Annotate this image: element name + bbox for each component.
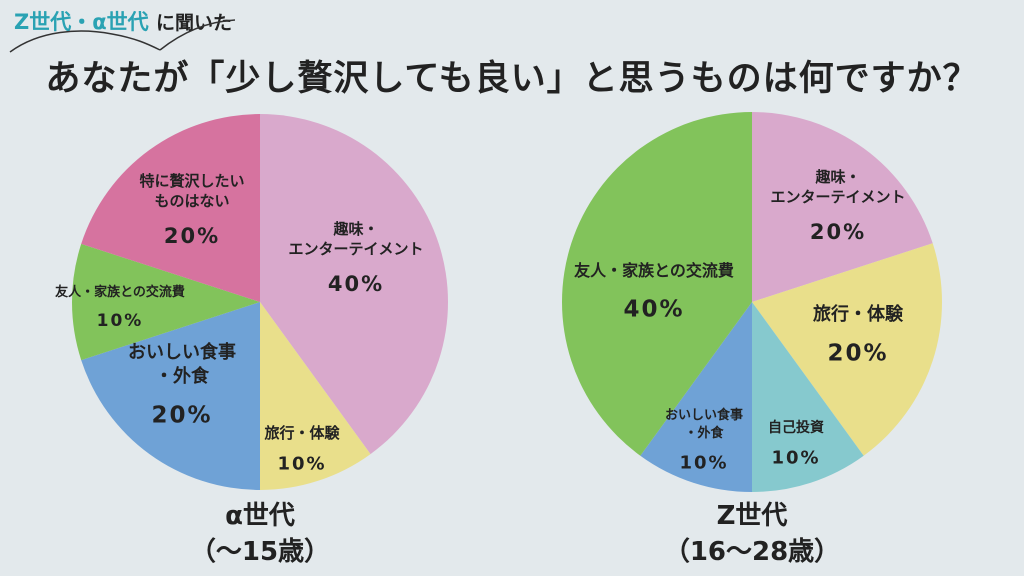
slice-value-z-selfinvest: 10% [771, 448, 820, 469]
chart-caption-z: Z世代 （16〜28歳） [602, 498, 902, 570]
slice-label-text-alpha-none-1: ものはない [154, 192, 229, 210]
slice-value-alpha-friends: 10% [97, 311, 144, 331]
slice-label-z-food: おいしい食事・外食 10% [665, 407, 743, 473]
slice-label-text-z-hobby-0: 趣味・ [814, 168, 860, 186]
slice-value-alpha-food: 20% [151, 402, 212, 428]
chart-name-alpha: α世代 [225, 501, 295, 531]
chart-name-z: Z世代 [716, 501, 788, 531]
slice-label-z-selfinvest: 自己投資 10% [768, 419, 824, 469]
pie-slice-z-travel [752, 243, 942, 456]
slice-label-text-z-travel-0: 旅行・体験 [813, 303, 904, 325]
tag-underline-decoration [9, 19, 236, 53]
slice-label-text-z-food-1: ・外食 [684, 425, 724, 441]
slice-label-text-alpha-food-1: ・外食 [155, 365, 210, 387]
slice-value-alpha-none: 20% [164, 224, 220, 248]
slice-label-text-alpha-hobby-1: エンターテイメント [288, 240, 423, 258]
slice-label-alpha-travel: 旅行・体験 10% [264, 424, 340, 475]
slice-value-z-travel: 20% [827, 340, 888, 366]
slice-label-alpha-friends: 友人・家族との交流費 10% [55, 284, 185, 331]
pie-slice-z-friends [562, 112, 752, 456]
slice-value-alpha-travel: 10% [277, 454, 326, 475]
slice-label-z-hobby: 趣味・エンターテイメント 20% [770, 168, 905, 244]
survey-tag-suffix: に聞いた [155, 12, 232, 34]
slice-label-alpha-food: おいしい食事・外食 20% [128, 341, 236, 429]
slice-value-z-friends: 40% [623, 296, 684, 322]
slice-label-z-friends: 友人・家族との交流費 40% [574, 261, 734, 322]
pie-slice-z-hobby [752, 112, 933, 302]
pie-slice-alpha-food [81, 302, 260, 490]
pie-slice-alpha-travel [260, 302, 371, 490]
slice-value-z-hobby: 20% [810, 220, 866, 244]
slice-label-text-alpha-travel-0: 旅行・体験 [264, 424, 340, 442]
pie-slice-alpha-friends [71, 243, 260, 361]
pie-slice-alpha-hobby [260, 114, 449, 455]
pie-slice-z-selfinvest [752, 302, 864, 492]
chart-subtitle-z: （16〜28歳） [663, 537, 841, 567]
slice-label-z-travel: 旅行・体験 20% [813, 303, 904, 366]
slice-label-text-alpha-none-0: 特に贅沢したい [139, 172, 244, 190]
pie-slice-z-food [640, 302, 752, 492]
slice-label-text-alpha-friends-0: 友人・家族との交流費 [55, 284, 185, 300]
slice-label-text-z-selfinvest-0: 自己投資 [768, 419, 824, 436]
page-title: あなたが「少し贅沢しても良い」と思うものは何ですか？ [45, 59, 979, 99]
chart-caption-alpha: α世代 （〜15歳） [110, 498, 410, 570]
survey-tag: Z世代・α世代 に聞いた [14, 6, 232, 36]
slice-label-text-alpha-food-0: おいしい食事 [128, 341, 236, 363]
slice-label-alpha-hobby: 趣味・エンターテイメント 40% [288, 220, 423, 296]
survey-tag-accent: Z世代・α世代 [14, 10, 149, 34]
slice-label-text-alpha-hobby-0: 趣味・ [332, 220, 378, 238]
slice-label-text-z-food-0: おいしい食事 [665, 407, 743, 423]
slice-label-text-z-hobby-1: エンターテイメント [770, 188, 905, 206]
chart-subtitle-alpha: （〜15歳） [189, 537, 331, 567]
slice-value-alpha-hobby: 40% [328, 272, 384, 296]
slice-value-z-food: 10% [679, 452, 728, 473]
slice-label-text-z-friends-0: 友人・家族との交流費 [574, 261, 734, 280]
pie-slice-alpha-none [81, 114, 260, 302]
